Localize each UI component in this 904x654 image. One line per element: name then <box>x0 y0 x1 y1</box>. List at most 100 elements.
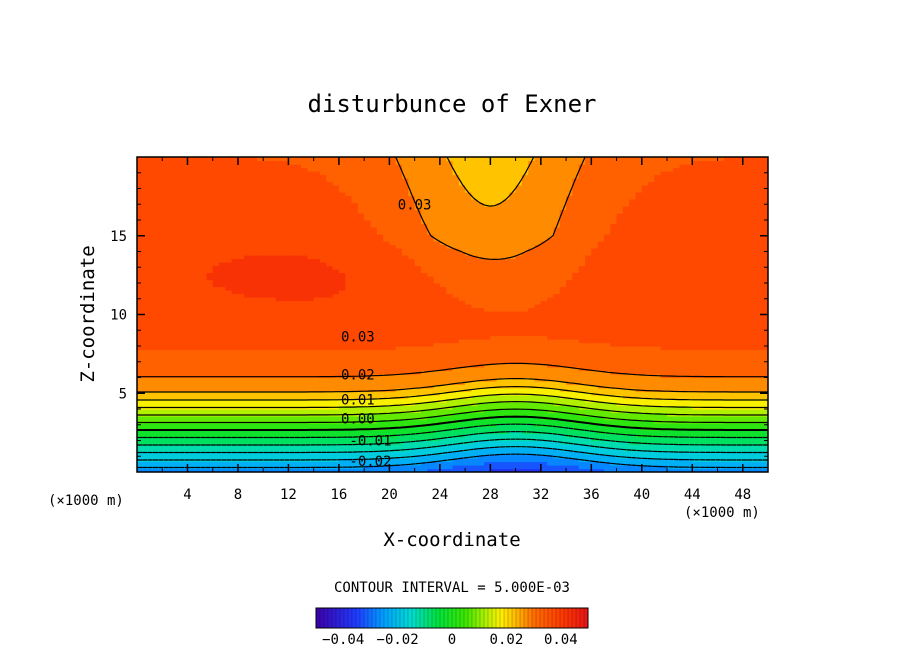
field-cell <box>326 241 334 246</box>
field-cell <box>263 195 271 200</box>
field-cell <box>364 300 372 305</box>
field-cell <box>155 171 163 176</box>
field-cell <box>187 248 195 253</box>
field-cell <box>370 328 378 333</box>
field-cell <box>402 433 409 438</box>
field-cell <box>237 188 245 193</box>
field-cell <box>452 195 460 200</box>
field-cell <box>263 213 271 218</box>
field-cell <box>162 290 170 295</box>
field-cell <box>200 395 208 400</box>
field-cell <box>282 220 290 225</box>
field-cell <box>364 416 372 421</box>
field-cell <box>446 328 454 333</box>
field-cell <box>301 363 308 368</box>
field-cell <box>275 325 283 330</box>
field-cell <box>200 160 208 165</box>
field-cell <box>395 188 403 193</box>
field-cell <box>338 286 346 291</box>
field-cell <box>307 374 315 379</box>
field-cell <box>319 447 327 452</box>
field-cell <box>313 339 321 344</box>
field-cell <box>370 223 378 228</box>
field-cell <box>294 349 302 354</box>
field-cell <box>275 286 283 291</box>
field-cell <box>231 307 239 312</box>
field-cell <box>143 342 151 347</box>
field-cell <box>200 220 208 225</box>
field-cell <box>212 206 220 211</box>
field-cell <box>244 356 252 361</box>
field-cell <box>313 171 321 176</box>
field-cell <box>225 426 233 431</box>
field-cell <box>149 416 157 421</box>
field-cell <box>225 430 233 435</box>
field-cell <box>137 185 144 190</box>
field-cell <box>319 335 327 340</box>
field-cell <box>212 199 220 204</box>
field-cell <box>345 384 353 389</box>
field-cell <box>168 367 176 372</box>
field-cell <box>389 248 397 253</box>
field-cell <box>395 325 403 330</box>
field-cell <box>484 332 491 337</box>
field-cell <box>174 440 182 445</box>
field-cell <box>338 244 346 249</box>
field-cell <box>193 220 201 225</box>
field-cell <box>357 265 365 270</box>
field-cell <box>439 311 447 316</box>
field-cell <box>250 286 258 291</box>
field-cell <box>433 304 441 309</box>
field-cell <box>212 283 220 288</box>
field-cell <box>181 251 189 256</box>
field-cell <box>439 230 447 235</box>
field-cell <box>137 181 144 186</box>
field-cell <box>168 283 176 288</box>
field-cell <box>427 402 435 407</box>
field-cell <box>420 444 428 449</box>
field-cell <box>351 181 359 186</box>
field-cell <box>351 321 359 326</box>
field-cell <box>433 164 441 169</box>
field-cell <box>174 279 182 284</box>
field-cell <box>433 398 441 403</box>
field-cell <box>200 409 208 414</box>
field-cell <box>187 433 195 438</box>
field-cell <box>357 248 365 253</box>
field-cell <box>357 402 365 407</box>
field-cell <box>155 206 163 211</box>
field-cell <box>212 167 220 172</box>
field-cell <box>269 433 277 438</box>
field-cell <box>395 307 403 312</box>
field-cell <box>301 360 308 365</box>
field-cell <box>137 433 144 438</box>
field-cell <box>402 360 409 365</box>
field-cell <box>408 339 416 344</box>
field-cell <box>307 244 315 249</box>
field-cell <box>338 265 346 270</box>
field-cell <box>155 181 163 186</box>
field-cell <box>345 325 353 330</box>
field-cell <box>237 262 245 267</box>
field-cell <box>319 346 327 351</box>
field-cell <box>137 430 144 435</box>
field-cell <box>389 234 397 239</box>
field-cell <box>149 402 157 407</box>
field-cell <box>313 430 321 435</box>
field-cell <box>332 206 340 211</box>
field-cell <box>357 416 365 421</box>
field-cell <box>465 454 473 459</box>
field-cell <box>452 444 460 449</box>
field-cell <box>155 262 163 267</box>
field-cell <box>446 384 454 389</box>
field-cell <box>364 171 372 176</box>
field-cell <box>376 262 384 267</box>
field-cell <box>269 209 277 214</box>
field-cell <box>250 174 258 179</box>
field-cell <box>282 367 290 372</box>
field-cell <box>484 311 491 316</box>
field-cell <box>206 164 214 169</box>
field-cell <box>275 251 283 256</box>
field-cell <box>471 199 479 204</box>
field-cell <box>370 353 378 358</box>
